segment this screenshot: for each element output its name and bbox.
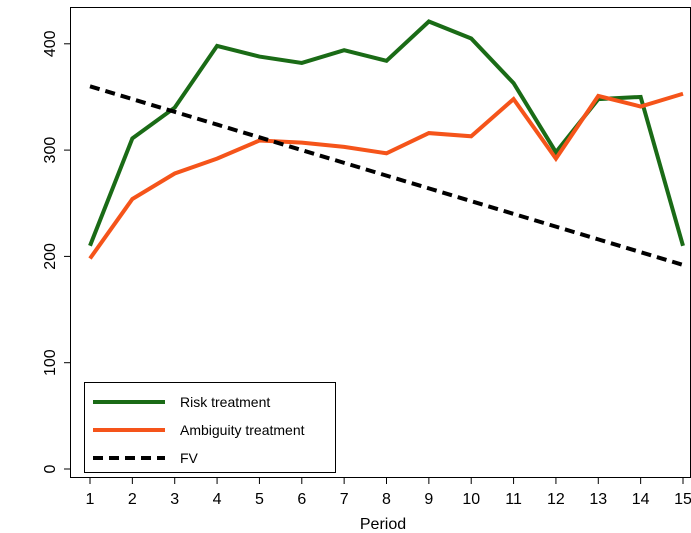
- legend-label: Risk treatment: [180, 394, 270, 410]
- y-tick-label: 200: [42, 243, 59, 270]
- series-line-2: [89, 84, 684, 267]
- y-tick-label: 300: [42, 137, 59, 164]
- series-line-1: [88, 91, 684, 260]
- x-tick-label: 12: [547, 491, 565, 508]
- x-tick-label: 7: [340, 491, 349, 508]
- x-tick-label: 2: [128, 491, 137, 508]
- x-tick-label: 8: [382, 491, 391, 508]
- x-tick-label: 13: [589, 491, 607, 508]
- legend: Risk treatment Ambiguity treatment FV: [84, 382, 336, 473]
- x-tick-label: 1: [86, 491, 95, 508]
- legend-label: FV: [180, 450, 199, 466]
- series-line-0: [88, 19, 685, 247]
- x-tick-label: 11: [505, 491, 522, 508]
- x-tick-label: 6: [297, 491, 306, 508]
- y-tick-label: 0: [42, 464, 59, 473]
- y-tick-label: 400: [42, 30, 59, 57]
- x-axis-title: Period: [360, 516, 406, 533]
- x-tick-label: 14: [632, 491, 650, 508]
- x-axis: 1 2 3 4 5 6 7 8 9 10 11 12 13 14 15: [86, 477, 691, 508]
- x-tick-label: 4: [213, 491, 222, 508]
- x-tick-label: 10: [462, 491, 480, 508]
- x-tick-label: 15: [674, 491, 691, 508]
- series-lines: [88, 19, 685, 267]
- legend-label: Ambiguity treatment: [180, 422, 305, 438]
- x-tick-label: 5: [255, 491, 264, 508]
- y-tick-label: 100: [42, 349, 59, 376]
- x-tick-label: 9: [424, 491, 433, 508]
- y-axis: 0 100 200 300 400: [42, 30, 71, 473]
- x-tick-label: 3: [170, 491, 179, 508]
